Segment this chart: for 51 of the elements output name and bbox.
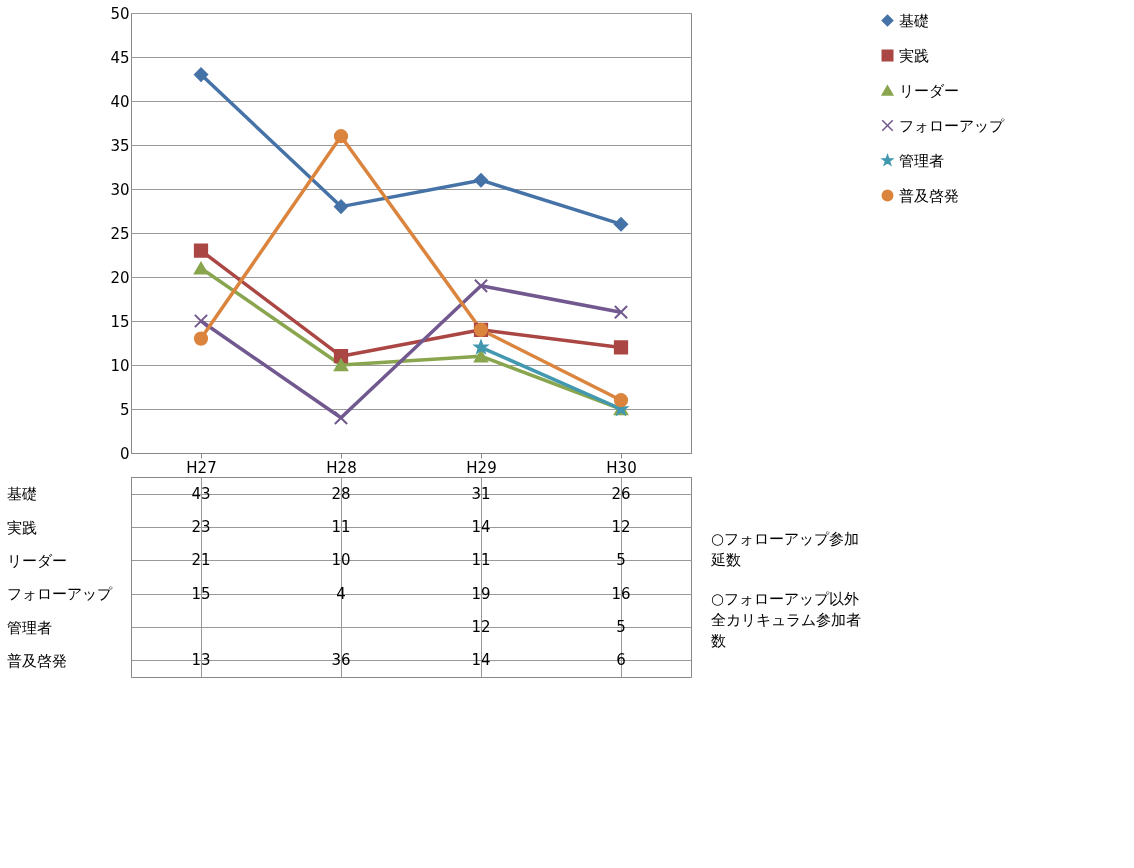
text: ○フォローアップ以外全カリキュラム参加者数 — [711, 590, 861, 650]
data-label: 16 — [611, 584, 631, 603]
x-tick-label: H27 — [186, 458, 217, 477]
legend-label: 基礎 — [899, 11, 929, 30]
y-tick-label: 45 — [110, 48, 130, 67]
x-tick-label: H30 — [606, 458, 637, 477]
data-label: 4 — [336, 584, 346, 603]
data-label: 10 — [331, 551, 351, 570]
data-label: 5 — [616, 618, 626, 636]
text: フォローアップ — [6, 585, 112, 604]
data-label: 43 — [191, 484, 211, 503]
legend-label: リーダー — [899, 81, 959, 100]
data-label: 14 — [471, 651, 491, 670]
data-label: 15 — [191, 584, 211, 603]
data-label: 31 — [471, 484, 491, 503]
text: リーダー — [6, 551, 67, 570]
data-label: 36 — [331, 651, 351, 670]
y-tick-label: 15 — [110, 312, 130, 331]
data-label: 23 — [191, 518, 211, 536]
data-label: 12 — [611, 518, 631, 536]
legend-label: フォローアップ — [899, 116, 1005, 135]
x-tick-label: H29 — [466, 458, 497, 477]
y-tick-label: 35 — [110, 136, 130, 155]
legend-label: 管理者 — [899, 151, 944, 170]
text: 実践 — [6, 518, 37, 537]
data-label: 21 — [191, 551, 211, 570]
y-tick-label: 30 — [110, 180, 130, 199]
data-label: 19 — [471, 584, 491, 603]
data-label: 13 — [191, 651, 211, 670]
y-tick-label: 0 — [119, 444, 130, 463]
data-label: 11 — [471, 551, 491, 570]
text: ○フォローアップ参加延数 — [710, 530, 860, 569]
y-tick-label: 25 — [110, 224, 130, 243]
y-tick-label: 40 — [110, 92, 130, 111]
y-tick-label: 20 — [110, 268, 130, 287]
legend-label: 普及啓発 — [899, 186, 959, 205]
text: 管理者 — [6, 618, 52, 637]
text: 普及啓発 — [6, 651, 67, 670]
y-tick-label: 10 — [110, 356, 130, 375]
data-label: 26 — [611, 484, 631, 503]
text: 基礎 — [6, 485, 37, 504]
legend-label: 実践 — [899, 46, 929, 65]
x-tick-label: H28 — [326, 458, 357, 477]
data-label: 5 — [616, 551, 626, 570]
data-label: 11 — [331, 518, 351, 536]
y-tick-label: 50 — [110, 4, 130, 23]
y-tick-label: 5 — [119, 400, 130, 419]
data-label: 12 — [471, 618, 491, 636]
data-label: 6 — [616, 651, 626, 670]
data-label: 28 — [331, 484, 351, 503]
data-label: 14 — [471, 518, 491, 536]
